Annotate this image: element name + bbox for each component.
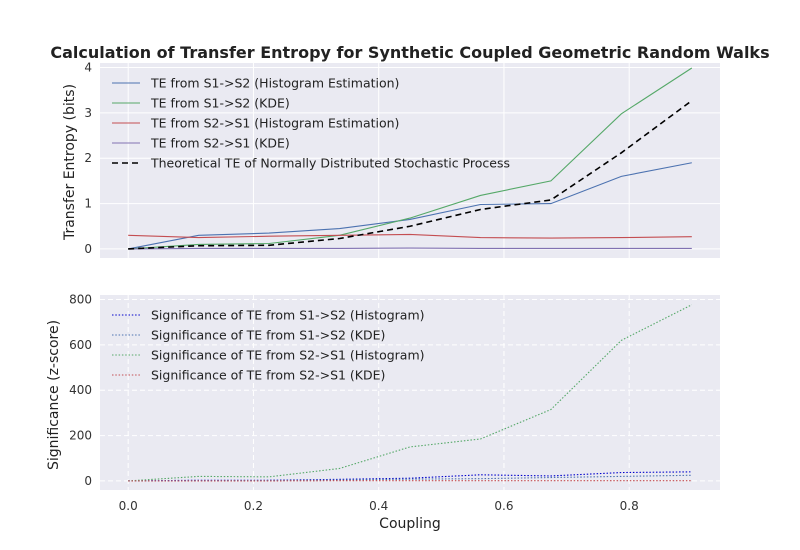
chart-title: Calculation of Transfer Entropy for Synt… bbox=[50, 43, 769, 62]
legend-label: Theoretical TE of Normally Distributed S… bbox=[150, 156, 510, 171]
y-tick-label: 800 bbox=[69, 293, 92, 307]
top-legend: TE from S1->S2 (Histogram Estimation) TE … bbox=[112, 76, 510, 171]
top-series-group bbox=[128, 67, 693, 250]
y-tick-label: 0 bbox=[84, 242, 92, 256]
legend-label: Significance of TE from S2->S1 (KDE) bbox=[151, 368, 385, 383]
y-tick-label: 200 bbox=[69, 429, 92, 443]
top-y-axis-label: Transfer Entropy (bits) bbox=[62, 84, 78, 241]
series-line bbox=[128, 304, 693, 482]
bottom-plot-area bbox=[100, 295, 720, 490]
series-line bbox=[128, 67, 693, 250]
y-tick-label: 3 bbox=[84, 106, 92, 120]
bottom-y-ticks: 0 200 400 600 800 bbox=[69, 293, 92, 488]
x-tick-label: 0.2 bbox=[244, 499, 263, 513]
legend-label: Significance of TE from S2->S1 (Histogra… bbox=[151, 348, 425, 363]
legend-label: TE from S1->S2 (KDE) bbox=[150, 96, 290, 111]
legend-label: Significance of TE from S1->S2 (KDE) bbox=[151, 328, 385, 343]
y-tick-label: 600 bbox=[69, 338, 92, 352]
x-tick-label: 0.4 bbox=[369, 499, 388, 513]
series-line bbox=[128, 99, 693, 250]
y-tick-label: 4 bbox=[84, 61, 92, 75]
legend-label: Significance of TE from S1->S2 (Histogra… bbox=[151, 308, 425, 323]
y-tick-label: 400 bbox=[69, 383, 92, 397]
bottom-series-group bbox=[128, 304, 693, 482]
legend-label: TE from S2->S1 (Histogram Estimation) bbox=[150, 116, 399, 131]
series-line bbox=[128, 233, 692, 239]
series-line bbox=[128, 247, 692, 250]
x-axis-label: Coupling bbox=[379, 516, 441, 532]
legend-label: TE from S2->S1 (KDE) bbox=[150, 136, 290, 151]
top-y-ticks: 0 1 2 3 4 bbox=[84, 61, 92, 256]
y-tick-label: 1 bbox=[84, 197, 92, 211]
x-tick-label: 0.0 bbox=[119, 499, 138, 513]
y-tick-label: 2 bbox=[84, 151, 92, 165]
series-line bbox=[128, 474, 692, 482]
series-line bbox=[128, 471, 692, 482]
bottom-x-ticks: 0.0 0.2 0.4 0.6 0.8 bbox=[119, 499, 639, 513]
series-line bbox=[128, 162, 692, 250]
x-tick-label: 0.8 bbox=[620, 499, 639, 513]
legend-label: TE from S1->S2 (Histogram Estimation) bbox=[150, 76, 399, 91]
y-tick-label: 0 bbox=[84, 474, 92, 488]
x-tick-label: 0.6 bbox=[494, 499, 513, 513]
bottom-y-axis-label: Significance (z-score) bbox=[46, 320, 62, 470]
bottom-legend: Significance of TE from S1->S2 (Histogra… bbox=[112, 308, 425, 383]
